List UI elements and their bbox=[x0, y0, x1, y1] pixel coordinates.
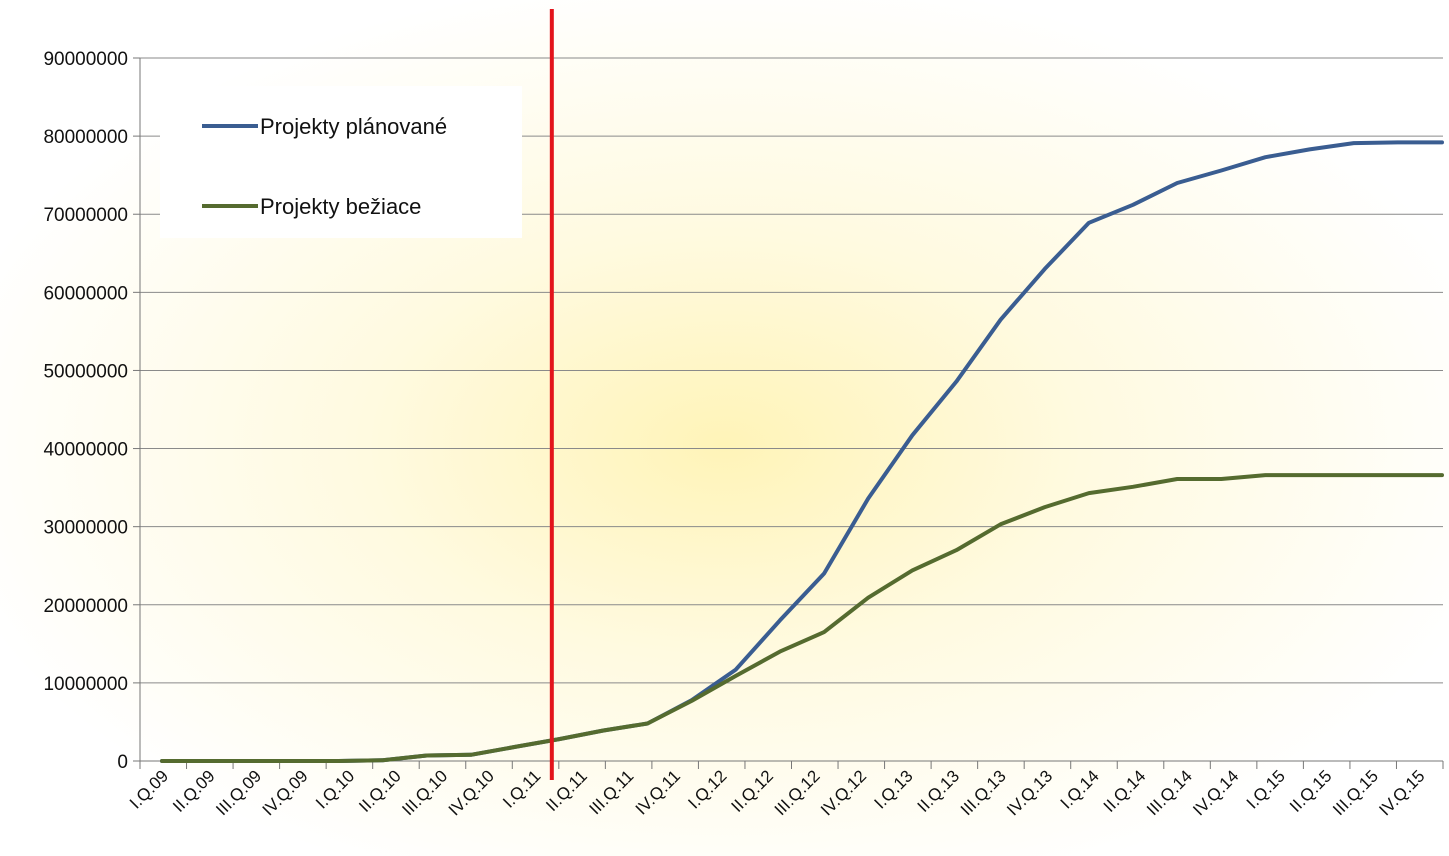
legend: Projekty plánované Projekty bežiace bbox=[160, 86, 522, 238]
y-tick-label: 20000000 bbox=[43, 596, 128, 617]
series-lines bbox=[160, 140, 1444, 763]
y-tick-label: 80000000 bbox=[43, 127, 128, 148]
y-tick-label: 60000000 bbox=[43, 283, 128, 304]
y-tick-label: 0 bbox=[117, 752, 128, 773]
y-tick-label: 50000000 bbox=[43, 361, 128, 382]
y-tick-label: 30000000 bbox=[43, 518, 128, 539]
y-tick-label: 40000000 bbox=[43, 440, 128, 461]
legend-box bbox=[160, 86, 522, 238]
series-line-running bbox=[160, 473, 1444, 763]
y-tick-label: 70000000 bbox=[43, 205, 128, 226]
y-tick-label: 90000000 bbox=[43, 49, 128, 70]
legend-label: Projekty bežiace bbox=[260, 194, 421, 219]
y-axis: 0 10000000 20000000 30000000 40000000 5000000… bbox=[43, 49, 141, 773]
legend-label: Projekty plánované bbox=[260, 114, 447, 139]
y-tick-label: 10000000 bbox=[43, 674, 128, 695]
